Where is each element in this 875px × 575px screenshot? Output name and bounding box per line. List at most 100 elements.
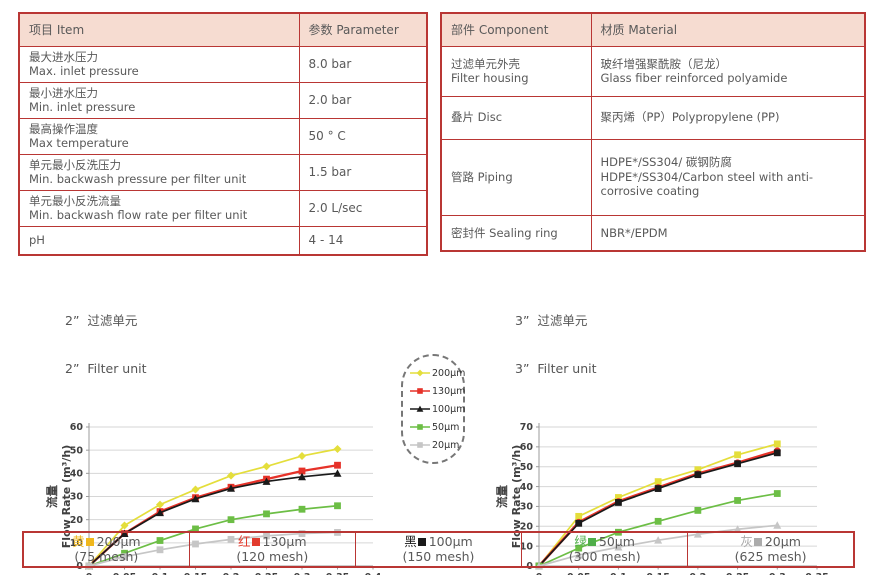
svg-text:0.2: 0.2 [689,572,706,575]
cell-line: NBR*/EPDM [600,225,668,240]
svg-text:50: 50 [520,462,534,473]
marker-triangle [733,525,742,533]
mesh-cell-size-line: 红 130µm [192,534,353,550]
svg-text:0.15: 0.15 [646,572,669,575]
marker-diamond [227,471,235,480]
mesh-color-swatch-icon [251,538,260,546]
marker-square [334,502,341,510]
material-table: 部件 Component 材质 Material 过滤单元外壳 Filter ho… [440,12,866,252]
svg-text:0.3: 0.3 [294,572,311,575]
material-material-cell: HDPE*/SS304/ 碳钢防腐 HDPE*/SS304/Carbon stee… [590,138,866,216]
spec-item-cell: 最大进水压力 Max. inlet pressure [18,45,300,83]
marker-square [192,525,199,533]
spec-item-cell: 单元最小反洗流量 Min. backwash flow rate per filt… [18,189,300,227]
marker-square [694,507,702,514]
mesh-cell-size-line: 黄 200µm [26,534,187,550]
legend-marker-icon [410,369,430,377]
marker-square [615,499,622,506]
table-row: 叠片 Disc 聚丙烯（PP）Polypropylene (PP) [440,95,866,140]
marker-square [227,516,235,524]
mesh-color-swatch-icon [85,538,94,546]
legend-marker-icon [410,424,430,430]
chart-title-2inch: 2” 过滤单元 2” Filter unit [65,281,420,409]
cell-line: 密封件 Sealing ring [451,225,558,240]
mesh-cell-size-line: 黑 100µm [358,534,519,550]
spec-item-cell: 单元最小反洗压力 Min. backwash pressure per filte… [18,153,300,191]
marker-square [654,517,662,525]
cell-line: Filter housing [451,71,529,85]
svg-text:60: 60 [70,422,84,433]
table-row: 黄 200µm (75 mesh) 红 130µm (120 mesh) 黑 100µ… [22,531,855,568]
svg-text:0.3: 0.3 [769,572,786,575]
cell-line: Min. backwash flow rate per filter unit [29,208,248,222]
spec-value-cell: 1.5 bar [298,153,428,191]
marker-square [734,451,741,459]
mesh-cell: 绿 50µm (300 mesh) [521,531,689,568]
mesh-cell: 红 130µm (120 mesh) [188,531,356,568]
table-row: 管路 Piping HDPE*/SS304/ 碳钢防腐 HDPE*/SS304/C… [440,138,866,216]
table-header-row: 部件 Component 材质 Material [440,12,866,47]
marker-square [417,424,423,430]
svg-text:0.35: 0.35 [326,572,349,575]
marker-square [298,505,306,513]
svg-text:流量: 流量 [45,485,59,508]
table-row: pH 4 - 14 [18,225,428,256]
marker-square [773,490,781,497]
mesh-size-label: 200µm [96,534,141,549]
spec-table: 项目 Item 参数 Parameter 最大进水压力 Max. inlet pr… [18,12,428,256]
cell-line: 最大进水压力 [29,49,98,64]
mesh-cell-mesh-line: (120 mesh) [236,548,309,564]
marker-triangle [156,508,164,517]
mesh-color-char: 红 [238,534,251,549]
material-material-cell: 玻纤增强聚酰胺（尼龙） Glass fiber reinforced polyam… [590,45,866,97]
cell-line: Max temperature [29,136,129,150]
marker-triangle [227,484,235,492]
material-component-cell: 过滤单元外壳 Filter housing [440,45,592,97]
svg-text:0: 0 [536,572,543,575]
x-axis-labels: 0 0.05 0.1 0.15 0.2 0.25 0.3 0.35 0.4 [86,566,382,575]
marker-square [734,497,741,504]
table-row: 最大进水压力 Max. inlet pressure 8.0 bar [18,45,428,83]
mesh-cell: 黑 100µm (150 mesh) [354,531,523,568]
spec-value-cell: 50 ° C [298,117,428,155]
mesh-color-swatch-icon [417,538,426,546]
cell-line: 最小进水压力 [29,85,98,100]
legend-entry: 200µm [410,366,465,381]
svg-text:0.2: 0.2 [223,572,240,575]
chart-title-2inch-zh: 2” 过滤单元 [65,313,138,328]
marker-square [334,461,341,469]
marker-triangle [262,477,271,485]
marker-square [298,467,306,475]
svg-text:20: 20 [520,521,534,532]
mesh-color-char: 黑 [404,534,417,549]
mesh-color-swatch-icon [587,538,596,546]
cell-line: HDPE*/SS304/Carbon steel with anti-corro… [600,169,814,199]
mesh-color-char: 黄 [72,534,85,549]
marker-square [773,449,781,457]
y-axis-title: 流量 Flow Rate (m³/h) [45,445,73,548]
mesh-size-label: 20µm [764,534,801,549]
marker-square [615,494,622,501]
mesh-cell-mesh-line: (150 mesh) [402,548,475,564]
mesh-cell-size-line: 灰 20µm [690,534,851,550]
table-row: 单元最小反洗流量 Min. backwash flow rate per filt… [18,189,428,227]
marker-square [575,519,583,527]
mesh-cell-mesh-line: (300 mesh) [568,548,641,564]
table-row: 密封件 Sealing ring NBR*/EPDM [440,214,866,252]
svg-text:30: 30 [520,502,534,513]
cell-line: Min. inlet pressure [29,100,136,114]
legend-label: 100µm [432,403,466,415]
marker-diamond [416,369,424,377]
spec-value-cell: 4 - 14 [298,225,428,256]
svg-text:Flow Rate (m³/h): Flow Rate (m³/h) [510,445,523,548]
legend-entry: 130µm [410,384,465,399]
svg-text:30: 30 [70,492,84,503]
material-header-component: 部件 Component [440,12,592,47]
legend-marker-icon [410,405,430,412]
svg-text:50: 50 [70,445,84,456]
spec-header-item: 项目 Item [18,12,300,47]
marker-diamond [333,445,342,454]
chart-title-3inch-en: 3” Filter unit [515,361,597,376]
marker-diamond [298,451,306,460]
